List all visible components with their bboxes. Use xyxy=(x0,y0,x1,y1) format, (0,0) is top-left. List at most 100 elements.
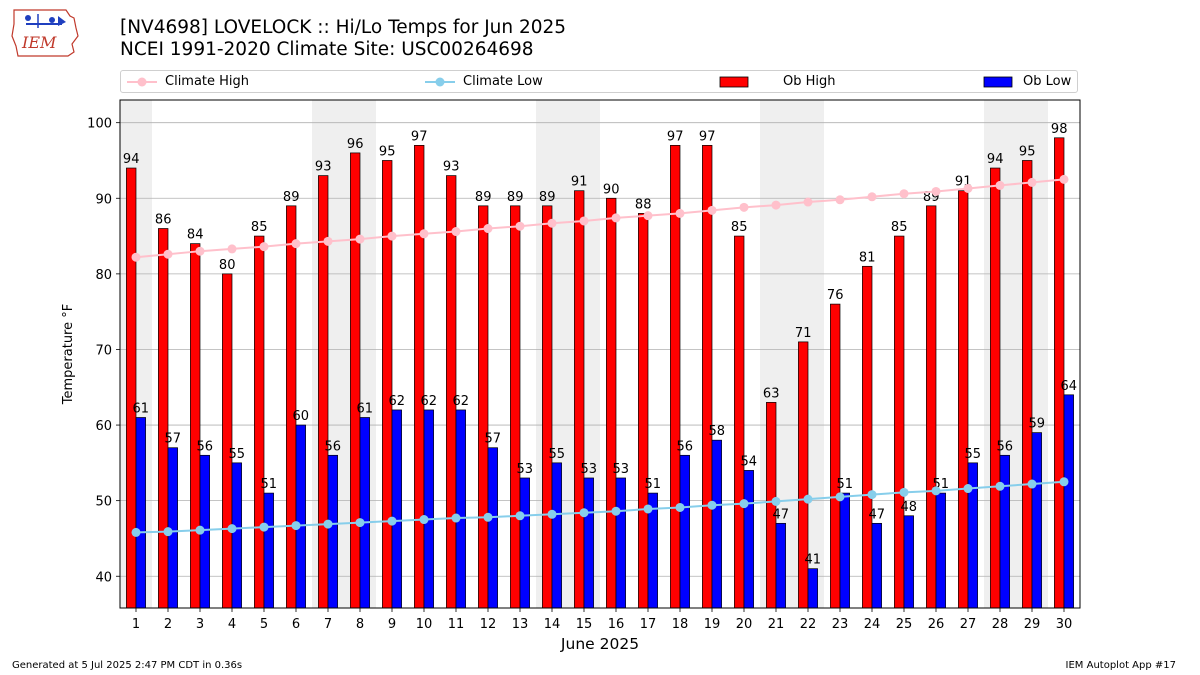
ob-low-label-4: 55 xyxy=(229,447,246,462)
xtick-label-28: 28 xyxy=(992,617,1009,632)
climate-low-point-10 xyxy=(419,515,429,525)
ob-high-bar-16 xyxy=(606,197,617,609)
plot-frame xyxy=(119,99,1081,609)
ob-high-bar-23 xyxy=(830,303,841,609)
ob-low-bar-22 xyxy=(807,568,818,609)
ob-low-bar-5 xyxy=(263,492,274,609)
ob-low-label-14: 55 xyxy=(549,447,566,462)
climate-high-point-18 xyxy=(675,208,685,218)
ob-low-bar-23 xyxy=(839,492,850,609)
ob-high-label-13: 89 xyxy=(507,190,524,205)
ob-high-bar-20 xyxy=(734,235,745,609)
weekend-shade-day-8 xyxy=(344,100,376,608)
ob-high-bar-17 xyxy=(638,213,649,609)
ob-low-bar-17 xyxy=(647,492,658,609)
chart-title: [NV4698] LOVELOCK :: Hi/Lo Temps for Jun… xyxy=(120,17,567,38)
climate-low-point-22 xyxy=(803,494,813,504)
climate-high-point-17 xyxy=(643,211,653,221)
xtick-label-19: 19 xyxy=(704,617,721,632)
ob-low-bar-27 xyxy=(967,462,978,609)
climate-high-point-30 xyxy=(1059,174,1069,184)
xtick-label-23: 23 xyxy=(832,617,849,632)
ob-low-label-12: 57 xyxy=(485,432,502,447)
climate-low-point-8 xyxy=(355,518,365,528)
weekend-shade-day-21 xyxy=(760,100,792,608)
climate-low-point-21 xyxy=(771,496,781,506)
climate-high-point-25 xyxy=(899,189,909,199)
ob-high-bar-22 xyxy=(798,341,809,609)
ob-high-label-3: 84 xyxy=(187,228,204,243)
ob-high-label-14: 89 xyxy=(539,190,556,205)
legend-ob-low-label: Ob Low xyxy=(1023,74,1072,89)
ob-low-label-11: 62 xyxy=(453,394,470,409)
ob-low-label-29: 59 xyxy=(1029,417,1046,432)
xtick-label-13: 13 xyxy=(512,617,529,632)
climate-low-point-7 xyxy=(323,519,333,529)
climate-low-point-5 xyxy=(259,522,269,532)
climate-low-point-29 xyxy=(1027,479,1037,489)
ob-high-label-18: 97 xyxy=(667,129,684,144)
climate-high-point-20 xyxy=(739,202,749,212)
ytick-label-60: 60 xyxy=(95,419,112,434)
climate-low-point-24 xyxy=(867,490,877,500)
xtick-label-20: 20 xyxy=(736,617,753,632)
climate-high-point-13 xyxy=(515,221,525,231)
ob-high-label-15: 91 xyxy=(571,175,588,190)
climate-high-point-26 xyxy=(931,186,941,196)
climate-low-point-16 xyxy=(611,506,621,516)
ob-low-label-19: 58 xyxy=(709,424,726,439)
ob-high-bar-25 xyxy=(894,235,905,609)
xtick-label-24: 24 xyxy=(864,617,881,632)
climate-low-point-28 xyxy=(995,481,1005,491)
climate-high-point-19 xyxy=(707,205,717,215)
ob-low-label-7: 56 xyxy=(325,439,342,454)
ob-high-label-26: 89 xyxy=(923,190,940,205)
ob-low-bar-9 xyxy=(391,409,402,609)
ob-high-label-19: 97 xyxy=(699,129,716,144)
climate-low-point-27 xyxy=(963,484,973,494)
ob-high-label-11: 93 xyxy=(443,160,460,175)
legend-ob-high-label: Ob High xyxy=(783,74,836,89)
ob-high-label-29: 95 xyxy=(1019,144,1036,159)
ob-low-label-30: 64 xyxy=(1061,379,1078,394)
climate-high-point-22 xyxy=(803,197,813,207)
ob-high-bar-4 xyxy=(222,273,233,609)
xtick-label-14: 14 xyxy=(544,617,561,632)
ob-high-label-4: 80 xyxy=(219,258,236,273)
xtick-label-30: 30 xyxy=(1056,617,1073,632)
ob-high-bar-7 xyxy=(318,175,329,609)
climate-low-point-23 xyxy=(835,492,845,502)
climate-low-point-25 xyxy=(899,487,909,497)
climate-high-point-8 xyxy=(355,234,365,244)
xtick-label-21: 21 xyxy=(768,617,785,632)
ob-high-label-6: 89 xyxy=(283,190,300,205)
ob-high-bar-15 xyxy=(574,190,585,609)
climate-high-point-10 xyxy=(419,229,429,239)
weekend-shade-day-7 xyxy=(312,100,344,608)
ob-low-label-8: 61 xyxy=(357,402,374,417)
climate-low-point-11 xyxy=(451,513,461,523)
ob-high-label-25: 85 xyxy=(891,220,908,235)
climate-high-point-27 xyxy=(963,183,973,193)
climate-low-point-13 xyxy=(515,511,525,521)
xtick-label-25: 25 xyxy=(896,617,913,632)
ob-low-bar-7 xyxy=(327,454,338,609)
ob-high-label-16: 90 xyxy=(603,182,620,197)
climate-low-point-6 xyxy=(291,521,301,531)
climate-low-point-9 xyxy=(387,516,397,526)
xtick-label-3: 3 xyxy=(196,617,204,632)
xtick-label-16: 16 xyxy=(608,617,625,632)
ob-low-bar-6 xyxy=(295,424,306,609)
climate-high-point-4 xyxy=(227,244,237,254)
climate-low-point-30 xyxy=(1059,477,1069,487)
ob-high-bar-6 xyxy=(286,205,297,609)
ob-high-bar-27 xyxy=(958,190,969,609)
weekend-shade-day-15 xyxy=(568,100,600,608)
climate-high-point-7 xyxy=(323,236,333,246)
ob-low-label-2: 57 xyxy=(165,432,182,447)
y-axis-label: Temperature °F xyxy=(61,304,76,405)
ob-high-bar-12 xyxy=(478,205,489,609)
ytick-label-80: 80 xyxy=(95,268,112,283)
climate-low-point-4 xyxy=(227,524,237,534)
